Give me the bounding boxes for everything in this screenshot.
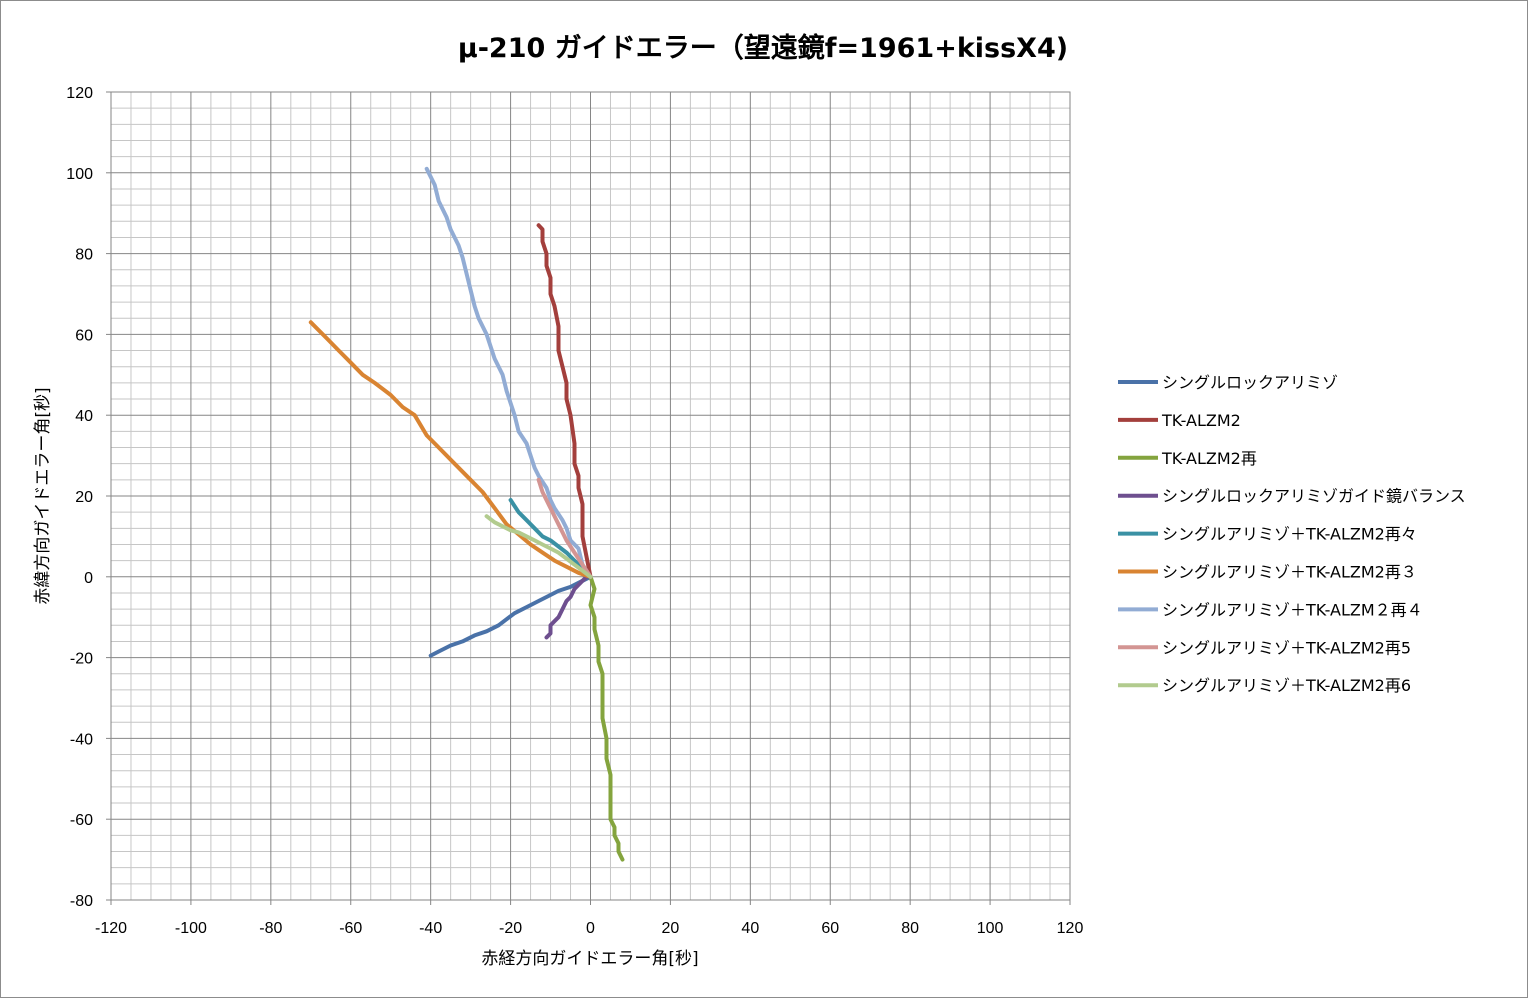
series-line-2: [536, 223, 593, 579]
x-tick-label: 40: [741, 920, 759, 937]
x-tick-label: -120: [95, 920, 127, 937]
x-tick-label: 0: [586, 920, 595, 937]
legend-entry-label: TK-ALZM2: [1161, 411, 1241, 430]
legend-entry-label: シングルロックアリミゾ: [1162, 373, 1338, 392]
y-tick-label: 80: [75, 247, 93, 264]
x-tick-label: -100: [175, 920, 207, 937]
y-tick-label: -80: [70, 893, 93, 910]
chart-title: μ-210 ガイドエラー（望遠鏡f=1961+kissX4): [458, 32, 1068, 64]
legend-entry-label: シングルアリミゾ＋TK-ALZM2再6: [1162, 676, 1411, 695]
series-line-9: [484, 514, 593, 579]
x-axis-ticks: -120 -100 -80 -60 -40 -20 0 20 40 60 80 100 120: [95, 900, 1083, 937]
y-tick-label: -40: [70, 731, 93, 748]
y-tick-label: 100: [66, 166, 93, 183]
y-tick-label: 0: [84, 570, 93, 587]
series-line-7: [424, 166, 593, 579]
x-tick-label: -80: [259, 920, 282, 937]
y-tick-label: 120: [66, 85, 93, 102]
x-tick-label: 120: [1057, 920, 1084, 937]
series-lines: [308, 166, 625, 862]
x-tick-label: 60: [821, 920, 839, 937]
x-tick-label: 100: [977, 920, 1004, 937]
series-line-5: [508, 498, 593, 579]
x-tick-label: 20: [662, 920, 680, 937]
legend-entry-label: シングルロックアリミゾガイド鏡バランス: [1162, 487, 1466, 506]
y-tick-label: -20: [70, 651, 93, 668]
x-tick-label: -40: [419, 920, 442, 937]
legend-entry-label: シングルアリミゾ＋TK-ALZM2再々: [1162, 525, 1417, 544]
y-tick-label: 60: [75, 327, 93, 344]
y-tick-label: 20: [75, 489, 93, 506]
series-line-8: [536, 477, 593, 579]
series-line-3: [588, 574, 625, 862]
legend-entry-label: TK-ALZM2再: [1161, 449, 1257, 468]
y-tick-label: 40: [75, 408, 93, 425]
series-line-1: [428, 574, 593, 658]
legend-entry-label: シングルアリミゾ＋TK-ALZM２再４: [1162, 600, 1423, 619]
legend-entry-label: シングルアリミゾ＋TK-ALZM2再３: [1162, 563, 1417, 582]
legend: シングルロックアリミゾ TK-ALZM2 TK-ALZM2再シングルロックアリミゾガ…: [1118, 373, 1466, 695]
major-grid: [110, 91, 1071, 901]
y-axis-ticks: 120 100 80 60 40 20 0 -20 -40 -60 -80: [66, 85, 111, 910]
y-tick-label: -60: [70, 812, 93, 829]
series-line-6: [308, 320, 593, 579]
legend-entry-label: シングルアリミゾ＋TK-ALZM2再5: [1162, 638, 1411, 657]
x-tick-label: -60: [339, 920, 362, 937]
x-tick-label: 80: [901, 920, 919, 937]
series-line-4: [544, 574, 589, 640]
y-axis-label: 赤緯方向ガイドエラー角[秒]: [33, 387, 53, 604]
x-tick-label: -20: [499, 920, 522, 937]
x-axis-label: 赤経方向ガイドエラー角[秒]: [481, 949, 698, 969]
